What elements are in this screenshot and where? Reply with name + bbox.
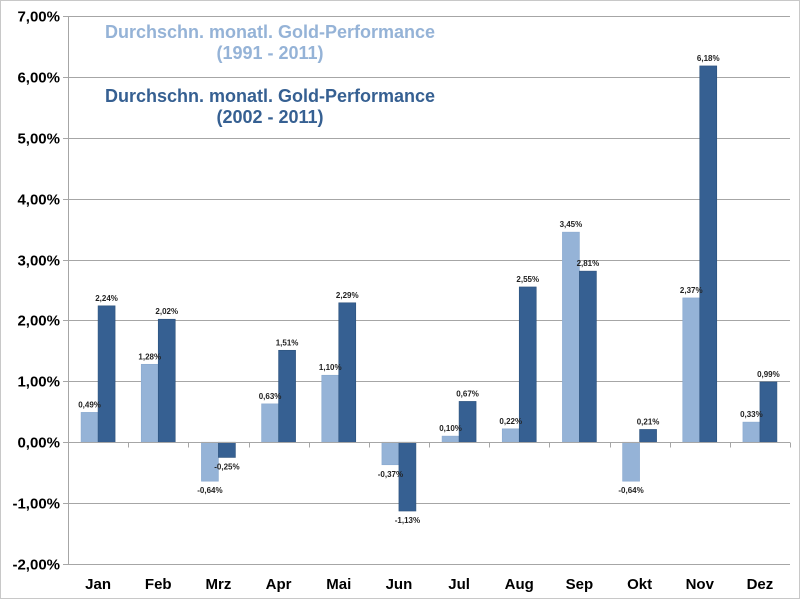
bar-dez-series-1 bbox=[742, 421, 761, 443]
bar-jun-series-1 bbox=[381, 441, 400, 466]
x-tick-label: Nov bbox=[686, 576, 715, 593]
data-label: 6,18% bbox=[697, 54, 720, 63]
data-label: 1,28% bbox=[138, 352, 161, 361]
data-label: 0,21% bbox=[637, 417, 660, 426]
data-label: 2,02% bbox=[155, 307, 178, 316]
y-tick-label: 3,00% bbox=[17, 253, 60, 270]
bar-mai-series-1 bbox=[321, 374, 340, 443]
bar-jan-series-2 bbox=[97, 305, 116, 443]
x-tick-label: Mai bbox=[326, 576, 351, 593]
y-tick-label: 2,00% bbox=[17, 313, 60, 330]
axes bbox=[63, 16, 791, 564]
data-label: 2,81% bbox=[577, 259, 600, 268]
legend-entry-2002-2011-line1: Durchschn. monatl. Gold-Performance bbox=[105, 86, 435, 106]
x-tick-label: Feb bbox=[145, 576, 172, 593]
data-label: 2,55% bbox=[516, 275, 539, 284]
bar-aug-series-1 bbox=[501, 428, 520, 443]
bar-feb-series-2 bbox=[157, 318, 176, 443]
legend: Durchschn. monatl. Gold-Performance (199… bbox=[105, 22, 435, 127]
x-tick-label: Aug bbox=[505, 576, 534, 593]
data-label: 2,24% bbox=[95, 294, 118, 303]
y-tick-label: 6,00% bbox=[17, 70, 60, 87]
legend-entry-1991-2011-line2: (1991 - 2011) bbox=[216, 43, 323, 63]
gridlines bbox=[63, 16, 790, 565]
data-label: 0,67% bbox=[456, 389, 479, 398]
data-label: 2,29% bbox=[336, 291, 359, 300]
bar-mrz-series-2 bbox=[218, 441, 236, 458]
x-tick-label: Mrz bbox=[205, 576, 231, 593]
bar-okt-series-2 bbox=[639, 429, 657, 443]
x-tick-label: Okt bbox=[627, 576, 652, 593]
data-label: 1,10% bbox=[319, 363, 342, 372]
x-tick-label: Jun bbox=[386, 576, 413, 593]
x-tick-label: Apr bbox=[266, 576, 292, 593]
x-tick-label: Dez bbox=[747, 576, 774, 593]
bar-nov-series-2 bbox=[699, 65, 718, 443]
data-label: 0,10% bbox=[439, 424, 462, 433]
data-label: 0,99% bbox=[757, 370, 780, 379]
y-tick-label: -2,00% bbox=[12, 557, 60, 574]
data-label: 0,22% bbox=[499, 417, 522, 426]
data-label: 0,49% bbox=[78, 400, 101, 409]
bar-apr-series-1 bbox=[261, 403, 279, 443]
data-label: 0,33% bbox=[740, 410, 763, 419]
data-label: 3,45% bbox=[560, 220, 583, 229]
bar-sep-series-2 bbox=[579, 270, 597, 443]
data-label: -0,25% bbox=[214, 462, 239, 471]
bar-okt-series-1 bbox=[622, 441, 640, 482]
bar-feb-series-1 bbox=[140, 363, 159, 443]
bar-mai-series-2 bbox=[338, 302, 357, 443]
y-tick-label: 0,00% bbox=[17, 435, 60, 452]
y-tick-label: 5,00% bbox=[17, 131, 60, 148]
x-tick-label: Sep bbox=[566, 576, 594, 593]
data-label: 2,37% bbox=[680, 286, 703, 295]
data-label: 0,63% bbox=[259, 392, 282, 401]
data-label: 1,51% bbox=[276, 338, 299, 347]
y-tick-label: 4,00% bbox=[17, 192, 60, 209]
x-tick-label: Jul bbox=[448, 576, 470, 593]
bar-jan-series-1 bbox=[80, 412, 99, 443]
legend-entry-2002-2011-line2: (2002 - 2011) bbox=[216, 107, 323, 127]
data-label: -0,37% bbox=[378, 470, 403, 479]
bars bbox=[80, 65, 778, 512]
y-tick-label: 7,00% bbox=[17, 9, 60, 26]
legend-entry-1991-2011-line1: Durchschn. monatl. Gold-Performance bbox=[105, 22, 435, 42]
y-tick-label: -1,00% bbox=[12, 496, 60, 513]
y-tick-label: 1,00% bbox=[17, 374, 60, 391]
data-label: -0,64% bbox=[197, 486, 222, 495]
bar-jul-series-1 bbox=[441, 435, 460, 443]
bar-jul-series-2 bbox=[458, 401, 477, 443]
y-axis-tick-labels: -2,00% -1,00% 0,00% 1,00% 2,00% 3,00% 4,00% 5,0… bbox=[12, 9, 60, 574]
data-label: -0,64% bbox=[618, 486, 643, 495]
data-labels: 0,49% 2,24% 1,28% 2,02% -0,64% -0,25% 0,63% 1,5… bbox=[78, 54, 780, 525]
bar-nov-series-1 bbox=[682, 297, 701, 443]
x-axis-tick-labels: Jan Feb Mrz Apr Mai Jun Jul Aug Sep Okt Nov Dez bbox=[85, 576, 773, 593]
data-label: -1,13% bbox=[395, 516, 420, 525]
x-tick-label: Jan bbox=[85, 576, 111, 593]
